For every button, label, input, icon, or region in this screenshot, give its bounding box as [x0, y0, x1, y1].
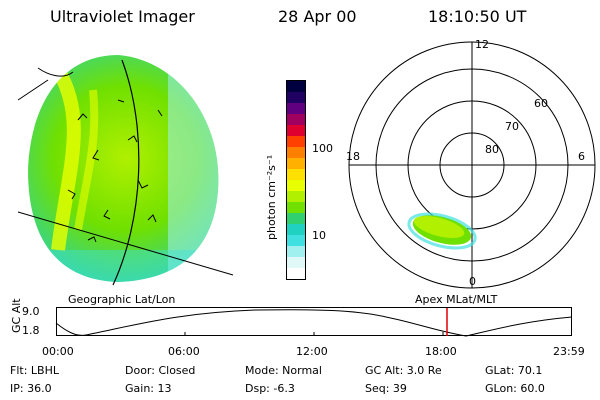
time-tick-2359: 23:59: [553, 345, 585, 358]
colorbar-tick-100: 100: [312, 142, 333, 155]
colorbar-swatch: [287, 268, 305, 279]
altitude-plot: [55, 307, 573, 337]
geographic-image-panel: [17, 55, 234, 286]
colorbar-swatch: [287, 158, 305, 169]
colorbar-swatch: [287, 257, 305, 268]
colorbar-swatch: [287, 246, 305, 257]
dsp-readout: Dsp: -6.3: [245, 382, 295, 395]
colorbar-swatch: [287, 180, 305, 191]
colorbar-swatch: [287, 81, 305, 92]
mlt-label-right: 6: [578, 150, 585, 163]
colorbar-swatch: [287, 92, 305, 103]
date-label: 28 Apr 00: [278, 7, 357, 26]
polar-mlat-mlt-plot: 12 0 18 6 60 70 80: [346, 38, 596, 289]
filter-readout: Flt: LBHL: [10, 364, 59, 377]
lat-label-70: 70: [505, 120, 519, 133]
colorbar-swatch: [287, 202, 305, 213]
auroral-oval: [407, 212, 477, 250]
lat-label-60: 60: [534, 97, 548, 110]
colorbar-swatch: [287, 213, 305, 224]
geographic-label: Geographic Lat/Lon: [68, 293, 176, 306]
colorbar-swatch: [287, 224, 305, 235]
mlt-label-top: 12: [475, 38, 489, 51]
seq-readout: Seq: 39: [365, 382, 407, 395]
colorbar-tick-10: 10: [312, 229, 326, 242]
glat-readout: GLat: 70.1: [485, 364, 543, 377]
glon-readout: GLon: 60.0: [485, 382, 545, 395]
gain-readout: Gain: 13: [125, 382, 172, 395]
time-label: 18:10:50 UT: [428, 7, 527, 26]
colorbar-swatch: [287, 136, 305, 147]
colorbar-swatch: [287, 103, 305, 114]
colorbar-swatch: [287, 125, 305, 136]
time-tick-0000: 00:00: [42, 345, 74, 358]
door-readout: Door: Closed: [125, 364, 196, 377]
colorbar-swatch: [287, 235, 305, 246]
lat-label-80: 80: [485, 143, 499, 156]
colorbar-swatch: [287, 147, 305, 158]
colorbar-unit-label: photon cm⁻²s⁻¹: [265, 154, 278, 240]
altitude-ytick-max: 9.0: [22, 305, 40, 318]
apex-label: Apex MLat/MLT: [415, 293, 498, 306]
gc-alt-readout: GC Alt: 3.0 Re: [365, 364, 442, 377]
altitude-ytick-min: 1.8: [22, 324, 40, 337]
ip-readout: IP: 36.0: [10, 382, 52, 395]
mlt-label-left: 18: [346, 150, 360, 163]
time-tick-1200: 12:00: [296, 345, 328, 358]
time-tick-1800: 18:00: [425, 345, 457, 358]
colorbar: [286, 80, 306, 280]
colorbar-swatch: [287, 191, 305, 202]
colorbar-swatch: [287, 169, 305, 180]
mode-readout: Mode: Normal: [245, 364, 322, 377]
instrument-title: Ultraviolet Imager: [50, 7, 195, 26]
mlt-label-bottom: 0: [469, 275, 476, 288]
colorbar-swatch: [287, 114, 305, 125]
time-tick-0600: 06:00: [168, 345, 200, 358]
